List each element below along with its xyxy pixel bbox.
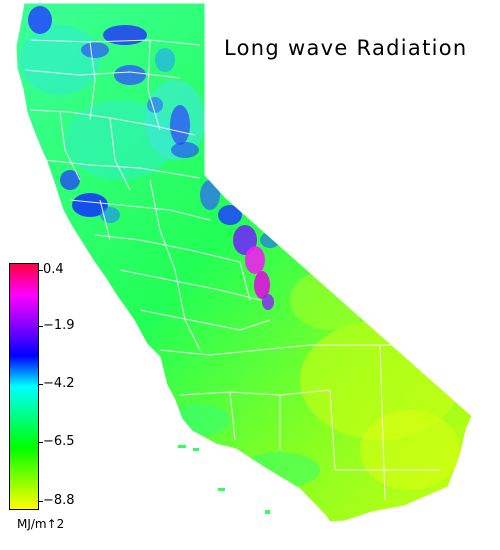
colorbar-label-min: −8.8	[43, 493, 75, 508]
colorbar-tick-1	[39, 270, 43, 271]
colorbar-label-4: −6.5	[43, 434, 75, 449]
colorbar-tick-2	[39, 326, 43, 327]
map-title: Long wave Radiation	[224, 36, 468, 60]
state-outline	[15, 2, 473, 523]
colorbar-tick-3	[39, 384, 43, 385]
colorbar-label-2: −1.9	[43, 318, 75, 333]
channel-islands	[178, 445, 270, 514]
county-boundaries	[24, 39, 472, 501]
colorbar-units: MJ/m↑2	[17, 517, 65, 531]
colorbar-label-max: 0.4	[43, 262, 64, 277]
colorbar	[9, 263, 39, 510]
colorbar-tick-5	[39, 501, 43, 502]
colorbar-label-3: −4.2	[43, 376, 75, 391]
colorbar-tick-4	[39, 442, 43, 443]
